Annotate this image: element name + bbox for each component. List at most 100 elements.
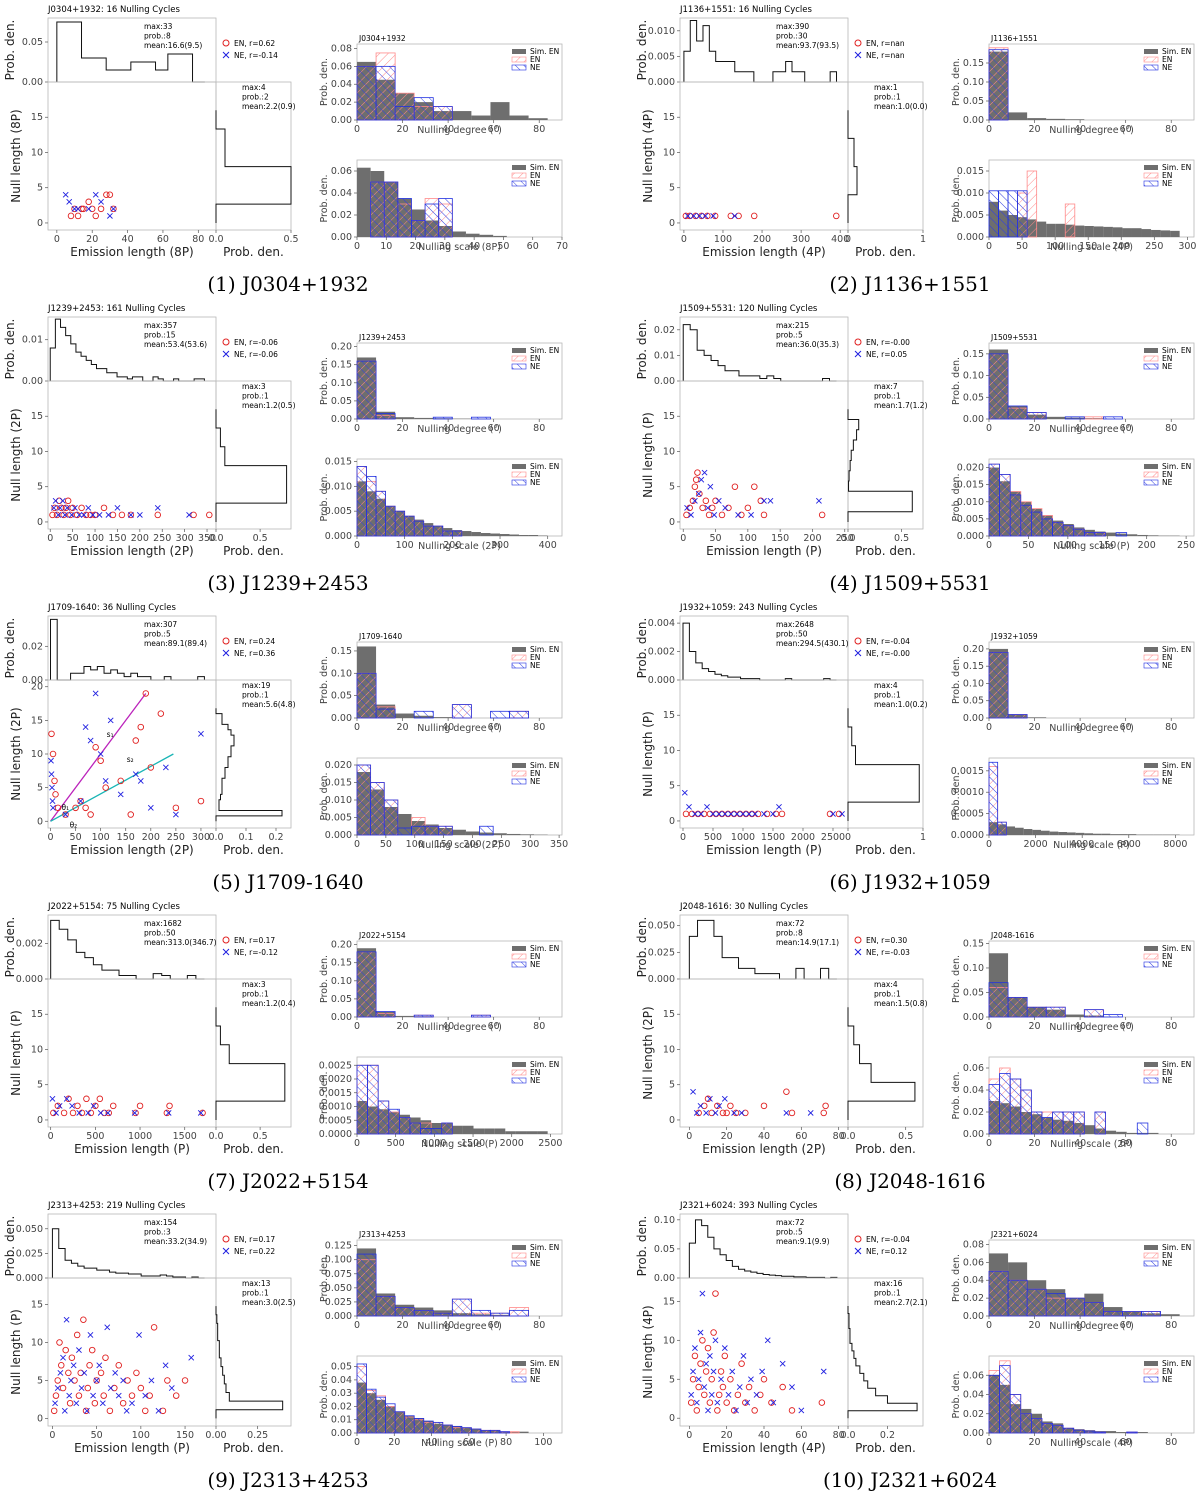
deg-psr-label: J1136+1551 (990, 34, 1038, 43)
sc-ne-bar (424, 203, 440, 238)
sc-x-ticklabel: 100 (534, 1437, 552, 1448)
ne-point (710, 212, 717, 219)
sc-ne-bar (383, 799, 399, 836)
legend-en-marker (854, 39, 862, 47)
en-point (132, 737, 140, 744)
ne-point (734, 810, 740, 817)
sc-ne-bar (1073, 528, 1085, 537)
null-hist-x-ticklabel: 0.0 (208, 832, 223, 843)
scatter-x-ticklabel: 50 (91, 1430, 103, 1441)
em-stat: prob.:15 (144, 331, 176, 340)
ne-point (66, 198, 73, 205)
sc-x-ticklabel: 250 (1145, 241, 1163, 252)
sc-sim-bar (1105, 1130, 1117, 1134)
sc-ne-bar (1115, 532, 1128, 537)
en-point (60, 1109, 68, 1117)
em-hist-y-ticklabel: 0.000 (648, 974, 675, 985)
ne-point (172, 811, 179, 818)
en-point (788, 1407, 796, 1414)
sc-y-ticklabel: 0.015 (325, 778, 352, 789)
ne-point (197, 1109, 204, 1116)
deg-y-ticklabel: 0.10 (331, 378, 352, 389)
scatter-x-ticklabel: 80 (833, 1430, 845, 1441)
ne-point (50, 804, 56, 811)
sc-legend-en-swatch (511, 1069, 527, 1076)
em-hist-y-ticklabel: 0.050 (16, 1224, 43, 1235)
deg-x-ticklabel: 20 (1029, 1021, 1041, 1032)
deg-sim-bar (1046, 118, 1066, 120)
sc-y-ticklabel: 0.0010 (951, 787, 984, 798)
ne-point (80, 511, 87, 518)
scatter-y-ticklabel: 0 (669, 1115, 675, 1126)
sc-y-ticklabel: 0.020 (325, 760, 352, 771)
deg-ne-bar (1007, 996, 1028, 1018)
em-hist-frame (47, 615, 217, 681)
scatter-x-ticklabel: 100 (739, 533, 757, 544)
scatter-x-ticklabel: 150 (117, 832, 135, 843)
ne-point (162, 1362, 169, 1369)
sc-legend-sim: Sim. EN (1162, 1359, 1191, 1368)
null-hist-xlabel: Prob. den. (855, 245, 916, 259)
sc-x-ticklabel: 150 (435, 839, 453, 850)
ne-point (96, 1362, 103, 1369)
sc-ne-bar (367, 1064, 379, 1135)
deg-x-ticklabel: 80 (533, 722, 545, 733)
ne-point (731, 1109, 738, 1116)
sc-sim-bar (1105, 532, 1117, 536)
ne-point (198, 730, 204, 737)
null-hist-x-ticklabel: 0.0 (840, 533, 855, 544)
sc-y-ticklabel: 0.015 (957, 166, 984, 177)
deg-legend-en-swatch (511, 953, 527, 960)
sc-ne-bar (356, 466, 367, 537)
ne-point (53, 1109, 59, 1116)
en-point (80, 1316, 87, 1323)
deg-sim-bar (414, 417, 434, 419)
ne-point (707, 483, 714, 490)
legend-ne-label: NE, r=-0.12 (234, 948, 278, 957)
em-hist-line (49, 318, 205, 382)
sc-xlabel: Nulling scale (2P) (418, 541, 501, 552)
deg-psr-label: J2313+4253 (358, 1230, 406, 1239)
legend-en-marker (222, 1235, 230, 1243)
sc-y-ticklabel: 0.01 (331, 1415, 352, 1426)
ne-point (681, 789, 688, 796)
en-point (71, 205, 78, 213)
en-point (101, 1109, 108, 1117)
null-hist-x-ticklabel: 0.0 (208, 1131, 223, 1142)
null-stat: mean:1.7(1.2) (874, 401, 928, 410)
en-point (694, 469, 701, 476)
sc-legend-en-swatch (1143, 471, 1159, 478)
null-stat: max:19 (242, 681, 271, 690)
em-stat: prob.:5 (144, 630, 171, 639)
legend-en-label: EN, r=-0.00 (866, 338, 910, 347)
legend-en-marker (222, 39, 230, 47)
panel-J1709-1640: J1709-1640: 36 Nulling Cycles0.000.02Pro… (3, 603, 568, 894)
ne-point (52, 497, 59, 504)
en-point (115, 1362, 122, 1369)
en-point (818, 511, 826, 519)
sc-sim-bar (465, 831, 480, 835)
em-stat: max:215 (776, 321, 809, 330)
null-hist-line (847, 1007, 916, 1120)
sc-y-ticklabel: 0.000 (957, 531, 984, 542)
ne-point (104, 1324, 111, 1331)
sc-sim-bar (494, 1128, 506, 1134)
em-hist-ylabel: Prob. den. (3, 618, 17, 679)
deg-ne-bar (1064, 1297, 1085, 1317)
deg-y-ticklabel: 0.10 (963, 371, 984, 382)
sc-x-ticklabel: 40 (1074, 1437, 1086, 1448)
sc-sim-bar (1014, 827, 1024, 835)
deg-legend-ne: NE (1162, 661, 1173, 670)
sc-y-ticklabel: 0.010 (957, 188, 984, 199)
deg-y-ticklabel: 0.05 (331, 691, 352, 702)
sc-y-ticklabel: 0.010 (325, 481, 352, 492)
sc-sim-bar (1040, 830, 1050, 835)
en-point (157, 710, 165, 717)
sc-y-ticklabel: 0.00 (331, 232, 352, 243)
sc-ne-bar (430, 1128, 443, 1135)
en-point (166, 1102, 173, 1110)
sc-legend-en-swatch (511, 172, 527, 179)
deg-legend-ne-swatch (511, 662, 527, 669)
sc-x-ticklabel: 0 (986, 540, 992, 551)
en-point (727, 212, 735, 220)
